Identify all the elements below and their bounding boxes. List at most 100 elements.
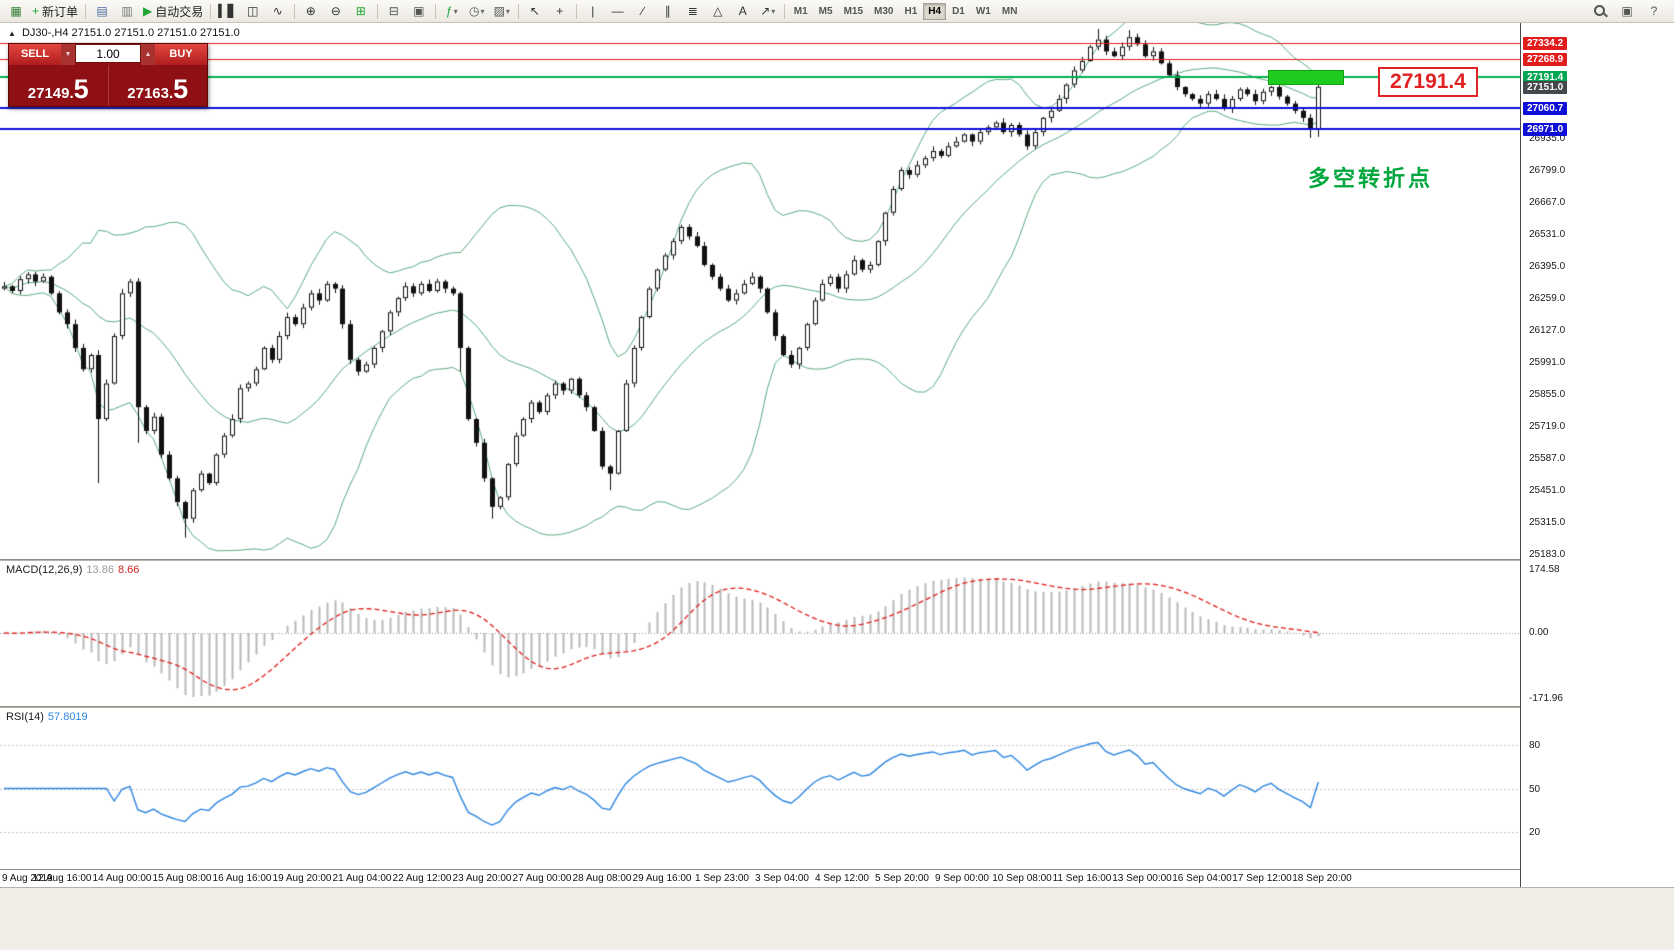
- timeframe-button-m15[interactable]: M15: [843, 5, 864, 17]
- timeframe-button-m30[interactable]: M30: [874, 5, 894, 17]
- time-axis-label: 27 Aug 00:00: [512, 873, 572, 884]
- zoom-in-icon: ⊕: [305, 4, 316, 18]
- price-axis-label: 25315.0: [1529, 517, 1566, 529]
- cursor-icon[interactable]: ↖: [523, 0, 547, 22]
- time-axis-label: 17 Sep 12:00: [1232, 873, 1292, 884]
- sell-button[interactable]: SELL: [9, 44, 61, 65]
- main-chart-canvas[interactable]: [0, 23, 1520, 559]
- crosshair-icon[interactable]: +: [548, 0, 572, 22]
- toolbar-separator: [376, 3, 378, 19]
- rsi-panel-canvas[interactable]: [0, 708, 1520, 869]
- depth-of-market-icon: ▥: [121, 4, 133, 18]
- time-axis-label: 15 Aug 08:00: [152, 873, 212, 884]
- price-tag-26971.0: 26971.0: [1523, 123, 1568, 137]
- timeframe-button-m5[interactable]: M5: [818, 5, 833, 17]
- macd-panel-canvas[interactable]: [0, 561, 1520, 706]
- window-icon[interactable]: ▣: [1615, 0, 1639, 22]
- rsi-axis-label: 20: [1529, 827, 1541, 838]
- price-axis-label: 26799.0: [1529, 165, 1566, 177]
- bar-chart-icon[interactable]: ▍▋: [215, 0, 239, 22]
- panel-splitter-macd[interactable]: [0, 559, 1674, 561]
- toolbar-right-items: ▣?: [1588, 0, 1670, 22]
- new-order-button[interactable]: + 新订单: [29, 0, 81, 22]
- panel-splitter-rsi[interactable]: [0, 706, 1674, 708]
- price-axis-label: 25719.0: [1529, 421, 1566, 433]
- timeframe-button-w1[interactable]: W1: [975, 5, 991, 17]
- periods-icon: ◷: [469, 4, 480, 18]
- search-icon[interactable]: [1588, 0, 1612, 22]
- periods-icon[interactable]: ◷ ▾: [465, 0, 489, 22]
- toolbar-items: ▦ + 新订单 ▤ ▥ ▶ 自动交易 ▍▋ ◫ ∿ ⊕ ⊖ ⊞ ⊟ ▣ ƒ ▾ ◷ ▾ ▨ ▾ ↖ + | — ∕ ∥ ≣ △ A ↗ ▾ M1…: [4, 0, 1022, 22]
- indicators-icon: ƒ: [445, 4, 453, 18]
- arrange-windows-icon: ⊟: [388, 4, 399, 18]
- timeframe-button-d1[interactable]: D1: [952, 5, 965, 17]
- templates-icon[interactable]: ▨ ▾: [490, 0, 514, 22]
- time-axis-label: 13 Sep 00:00: [1112, 873, 1172, 884]
- time-axis-label: 10 Sep 08:00: [992, 873, 1052, 884]
- timeframe-button-mn[interactable]: MN: [1001, 5, 1018, 17]
- turning-point-annotation[interactable]: 多空转折点: [1308, 166, 1434, 191]
- fibonacci-icon[interactable]: ≣: [681, 0, 705, 22]
- candlestick-icon: ◫: [247, 4, 259, 18]
- trade-panel-toggle-icon[interactable]: ▲: [8, 29, 16, 38]
- time-axis-label: 23 Aug 20:00: [452, 873, 512, 884]
- time-scale[interactable]: 9 Aug 2019 12 Aug 16:00 14 Aug 00:00 15 Aug…: [0, 869, 1520, 887]
- macd-axis-label: 174.58: [1529, 564, 1560, 575]
- toolbar-separator: [210, 3, 212, 19]
- rsi-header: RSI(14) 57.8019: [6, 711, 88, 723]
- highlight-rectangle[interactable]: [1268, 69, 1344, 85]
- time-axis-label: 29 Aug 16:00: [632, 873, 692, 884]
- trendline-icon: ∕: [641, 4, 644, 18]
- timeframe-button-h1[interactable]: H1: [904, 5, 918, 17]
- timeframe-button-h4[interactable]: H4: [923, 2, 947, 20]
- chevron-down-icon: ▾: [453, 6, 458, 16]
- price-axis-label: 26667.0: [1529, 196, 1566, 208]
- macd-header: MACD(12,26,9) 13.86 8.66: [6, 564, 140, 576]
- arrow-objects-icon[interactable]: ↗ ▾: [756, 0, 780, 22]
- time-axis-label: 9 Aug 2019: [2, 873, 53, 884]
- text-icon: A: [738, 4, 747, 18]
- cascade-windows-icon[interactable]: ▣: [407, 0, 431, 22]
- volume-input[interactable]: [75, 44, 141, 63]
- toolbar-separator: [434, 3, 436, 19]
- price-annotation-label[interactable]: 27191.4: [1378, 67, 1478, 97]
- autotrade-button-label: 自动交易: [155, 4, 204, 19]
- indicators-icon[interactable]: ƒ ▾: [440, 0, 464, 22]
- time-axis-label: 14 Aug 00:00: [92, 873, 152, 884]
- autotrade-button[interactable]: ▶ 自动交易: [140, 0, 206, 22]
- buy-button[interactable]: BUY: [155, 44, 207, 65]
- help-icon[interactable]: ?: [1642, 0, 1666, 22]
- price-axis-label: 25587.0: [1529, 452, 1566, 464]
- price-tag-27060.7: 27060.7: [1523, 102, 1568, 116]
- channel-icon: ∥: [664, 4, 671, 18]
- vertical-line-icon[interactable]: |: [581, 0, 605, 22]
- new-chart-icon[interactable]: ▦: [4, 0, 28, 22]
- macd-axis-label: 0.00: [1529, 627, 1549, 638]
- chart-workspace: ▲ DJ30-,H4 27151.0 27151.0 27151.0 27151…: [0, 23, 1674, 950]
- time-axis-label: 22 Aug 12:00: [392, 873, 452, 884]
- time-axis-label: 18 Sep 20:00: [1292, 873, 1352, 884]
- tile-windows-icon[interactable]: ⊞: [349, 0, 373, 22]
- zoom-in-icon[interactable]: ⊕: [299, 0, 323, 22]
- trendline-icon[interactable]: ∕: [631, 0, 655, 22]
- toolbar-separator: [517, 3, 519, 19]
- channel-icon[interactable]: ∥: [656, 0, 680, 22]
- profiles-icon[interactable]: ▤: [90, 0, 114, 22]
- sell-price[interactable]: 27149. 5: [27, 74, 89, 105]
- horizontal-line-icon[interactable]: —: [606, 0, 630, 22]
- price-scale[interactable]: 26935.0 26799.0 26667.0 26531.0 26395.0 26259…: [1520, 23, 1674, 887]
- shapes-icon[interactable]: △: [706, 0, 730, 22]
- depth-of-market-icon[interactable]: ▥: [115, 0, 139, 22]
- line-chart-icon[interactable]: ∿: [266, 0, 290, 22]
- arrange-windows-icon[interactable]: ⊟: [382, 0, 406, 22]
- zoom-out-icon[interactable]: ⊖: [324, 0, 348, 22]
- timeframe-button-m1[interactable]: M1: [793, 5, 808, 17]
- new-order-button-label: 新订单: [42, 4, 79, 19]
- symbol-period-label: DJ30-,H4: [21, 27, 69, 39]
- text-icon[interactable]: A: [731, 0, 755, 22]
- time-axis-label: 11 Sep 16:00: [1052, 873, 1112, 884]
- buy-price[interactable]: 27163. 5: [127, 74, 189, 105]
- volume-increase-button[interactable]: ▲: [141, 44, 155, 65]
- candlestick-icon[interactable]: ◫: [241, 0, 265, 22]
- volume-decrease-button[interactable]: ▼: [61, 44, 75, 65]
